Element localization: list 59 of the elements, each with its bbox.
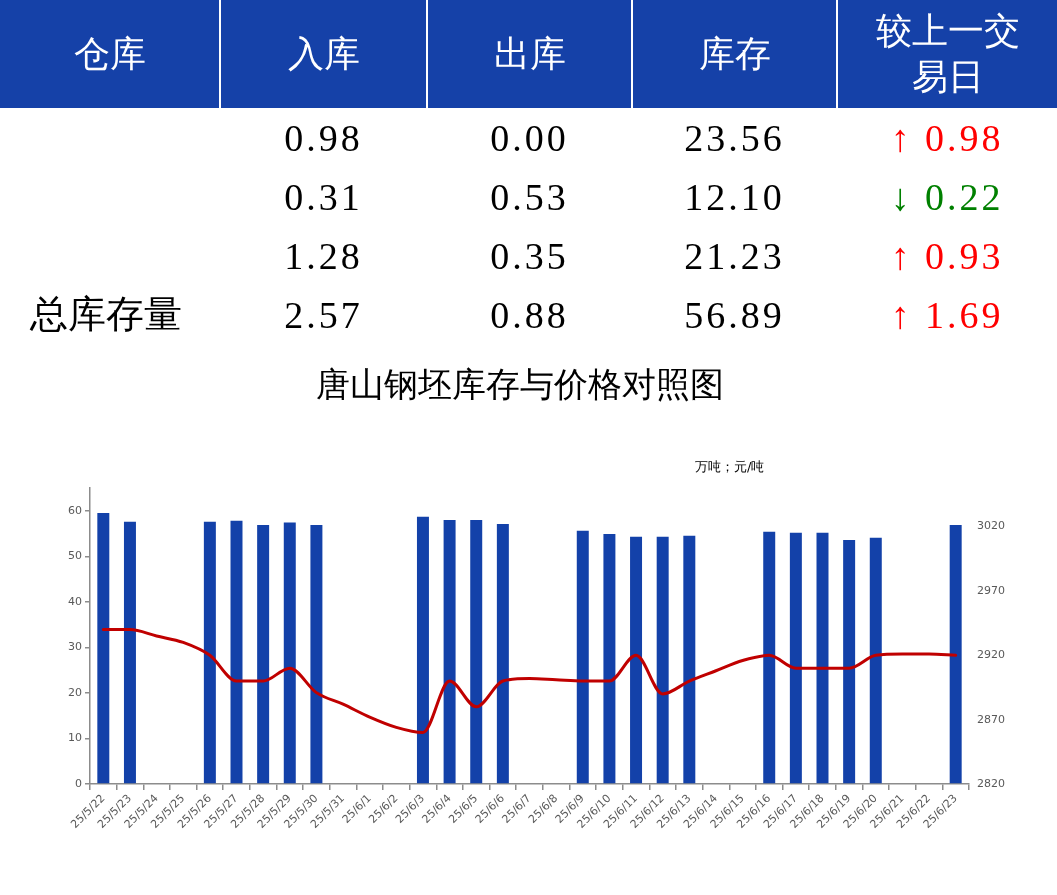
y2-tick-label: 2970 <box>977 583 1005 597</box>
data-label: 0.53 <box>490 175 569 218</box>
y-tick-label: 0 <box>75 776 82 790</box>
data-label: 0.98 <box>284 116 363 159</box>
data-label: ↑ 0.98 <box>890 116 1004 159</box>
data-label: 2.57 <box>284 293 363 336</box>
y-tick-label: 30 <box>68 640 82 654</box>
bar <box>763 531 776 784</box>
bar <box>789 532 802 784</box>
bar <box>310 524 323 784</box>
data-label: 21.23 <box>684 234 785 277</box>
y-tick-label: 50 <box>68 549 82 563</box>
bar <box>576 530 589 784</box>
y2-tick-label: 2820 <box>977 776 1005 790</box>
data-label: ↑ 1.69 <box>890 293 1004 336</box>
bar <box>123 521 136 784</box>
bar <box>416 516 429 784</box>
y-tick-label: 60 <box>68 503 82 517</box>
y2-tick-label: 3020 <box>977 519 1005 533</box>
y-tick-label: 20 <box>68 685 82 699</box>
chart-title: 唐山钢坯库存与价格对照图 <box>315 365 725 405</box>
bar <box>97 513 110 784</box>
y2-tick-label: 2920 <box>977 648 1005 662</box>
data-label: 12.10 <box>684 175 785 218</box>
category-label: 入库 <box>287 33 360 76</box>
bar <box>630 536 643 784</box>
bar <box>283 522 296 784</box>
y2-tick-label: 2870 <box>977 712 1005 726</box>
bar <box>683 535 696 784</box>
data-label: 0.88 <box>490 293 569 336</box>
bar <box>230 520 243 784</box>
text: 万吨；元/吨 <box>695 458 765 476</box>
bar <box>496 523 509 784</box>
y-tick-label: 40 <box>68 594 82 608</box>
data-label: ↓ 0.22 <box>890 175 1004 218</box>
bar <box>843 539 856 784</box>
data-label: 23.56 <box>684 116 785 159</box>
data-label: 0.35 <box>490 234 569 277</box>
category-label: 较上一交易日 <box>874 10 1021 99</box>
data-label: 56.89 <box>684 293 785 336</box>
bar <box>203 521 216 784</box>
bar <box>816 532 829 784</box>
bar <box>470 519 483 784</box>
line-series <box>101 628 958 735</box>
category-label: 出库 <box>493 33 566 76</box>
text: 总库存量 <box>29 292 183 337</box>
bar <box>949 524 962 784</box>
data-label: 0.31 <box>284 175 363 218</box>
category-label: 库存 <box>698 33 771 76</box>
bar <box>603 533 616 784</box>
data-label: 1.28 <box>284 234 363 277</box>
bar <box>656 536 669 784</box>
bar <box>443 519 456 784</box>
data-label: 0.00 <box>490 116 569 159</box>
data-label: ↑ 0.93 <box>890 234 1004 277</box>
text: 仓库 <box>73 33 146 76</box>
bar <box>869 537 882 784</box>
y-tick-label: 10 <box>68 731 82 745</box>
bar <box>257 524 270 784</box>
